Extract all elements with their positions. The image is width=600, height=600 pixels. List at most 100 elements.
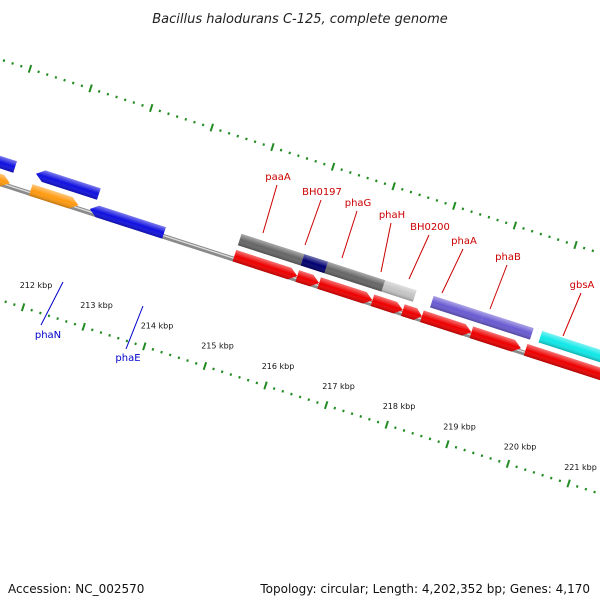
gene-features: [0, 148, 600, 382]
tick-mark: [132, 101, 136, 105]
tick-mark: [383, 182, 387, 186]
tick-mark: [80, 84, 84, 88]
tick-mark: [88, 84, 93, 93]
inner-tick-dots: [4, 300, 596, 494]
gene-label[interactable]: BH0200: [410, 222, 450, 233]
tick-mark: [342, 409, 345, 413]
tick-mark: [402, 429, 406, 432]
tick-mark: [582, 246, 586, 250]
tick-mark: [391, 182, 396, 191]
tick-mark: [428, 437, 432, 441]
tick-mark: [288, 151, 292, 155]
tick-mark: [158, 109, 162, 113]
map-title: Bacillus halodurans C-125, complete geno…: [152, 12, 448, 27]
tick-mark: [394, 426, 397, 430]
gene-label[interactable]: gbsA: [570, 280, 595, 291]
label-leader-lines: [40, 184, 582, 350]
gene-arrow-shading: [430, 295, 485, 324]
tick-mark: [125, 339, 129, 343]
tick-mark: [160, 350, 163, 354]
tick-mark: [272, 387, 276, 390]
tick-mark: [573, 240, 578, 250]
tick-mark: [20, 303, 26, 312]
tick-mark: [463, 448, 466, 452]
leader-line: [341, 210, 358, 259]
tick-mark: [400, 187, 404, 191]
gene-arrow-shading: [538, 330, 600, 378]
tick-mark: [97, 89, 101, 93]
gene-label[interactable]: phaN: [35, 330, 61, 341]
gene-label[interactable]: phaH: [379, 210, 405, 221]
tick-mark: [47, 314, 51, 318]
tick-mark: [279, 148, 283, 152]
tick-mark: [323, 401, 329, 410]
tick-mark: [270, 143, 275, 152]
tick-mark: [255, 381, 259, 385]
tick-mark: [487, 215, 491, 219]
tick-mark: [151, 347, 155, 351]
tick-mark: [298, 395, 302, 399]
gene-arrow-shading: [420, 310, 472, 336]
tick-mark: [263, 381, 268, 390]
gene-label[interactable]: paaA: [265, 172, 291, 183]
gene-label[interactable]: BH0197: [302, 187, 342, 198]
tick-mark: [584, 487, 588, 491]
gene-label[interactable]: phaB: [495, 252, 521, 263]
tick-mark: [591, 249, 595, 253]
tick-mark: [426, 196, 430, 200]
tick-mark: [437, 440, 440, 444]
tick-mark: [374, 179, 378, 183]
tick-mark: [290, 392, 293, 396]
tick-mark: [99, 331, 103, 335]
tick-mark: [359, 415, 363, 418]
tick-mark: [548, 235, 551, 239]
tick-mark: [229, 373, 233, 377]
tick-mark: [549, 476, 553, 480]
tick-mark: [212, 367, 215, 371]
tick-mark: [64, 319, 68, 323]
tick-label: 214 kbp: [141, 321, 174, 330]
tick-mark: [593, 490, 596, 494]
tick-mark: [13, 303, 16, 307]
tick-mark: [532, 470, 536, 474]
topology-text: Topology: circular; Length: 4,202,352 bp…: [260, 582, 590, 596]
tick-mark: [504, 221, 508, 225]
tick-mark: [566, 479, 571, 488]
tick-mark: [478, 213, 482, 216]
tick-mark: [411, 431, 415, 435]
tick-mark: [116, 336, 120, 340]
tick-mark: [575, 484, 579, 488]
tick-mark: [227, 131, 231, 135]
tick-mark: [108, 333, 111, 337]
tick-mark: [73, 322, 77, 326]
gene-arrow-shading: [28, 184, 79, 209]
tick-mark: [523, 468, 527, 472]
gene-label[interactable]: phaG: [345, 198, 372, 209]
leader-line: [304, 199, 322, 246]
tick-mark: [350, 412, 354, 416]
tick-mark: [333, 406, 337, 410]
tick-mark: [505, 459, 511, 468]
tick-mark: [134, 342, 137, 346]
tick-mark: [281, 389, 285, 393]
gene-label[interactable]: phaA: [451, 236, 477, 247]
tick-mark: [81, 322, 86, 331]
gene-arrow-shading: [370, 294, 403, 314]
tick-label: 212 kbp: [20, 281, 53, 290]
tick-label: 213 kbp: [80, 301, 113, 310]
tick-mark: [340, 168, 343, 172]
gene-arrow-shading: [89, 205, 166, 239]
tick-mark: [556, 238, 560, 242]
tick-mark: [106, 92, 110, 96]
tick-mark: [11, 61, 14, 65]
accession-text: Accession: NC_002570: [8, 582, 145, 596]
gene-arrow-shading: [523, 344, 600, 382]
gene-arrow-shading: [300, 254, 329, 274]
tick-mark: [330, 162, 336, 171]
gene-label[interactable]: phaE: [115, 353, 140, 364]
tick-mark: [30, 308, 33, 312]
tick-mark: [4, 300, 8, 304]
tick-mark: [445, 440, 450, 449]
leader-line: [125, 305, 144, 350]
tick-mark: [27, 64, 33, 73]
